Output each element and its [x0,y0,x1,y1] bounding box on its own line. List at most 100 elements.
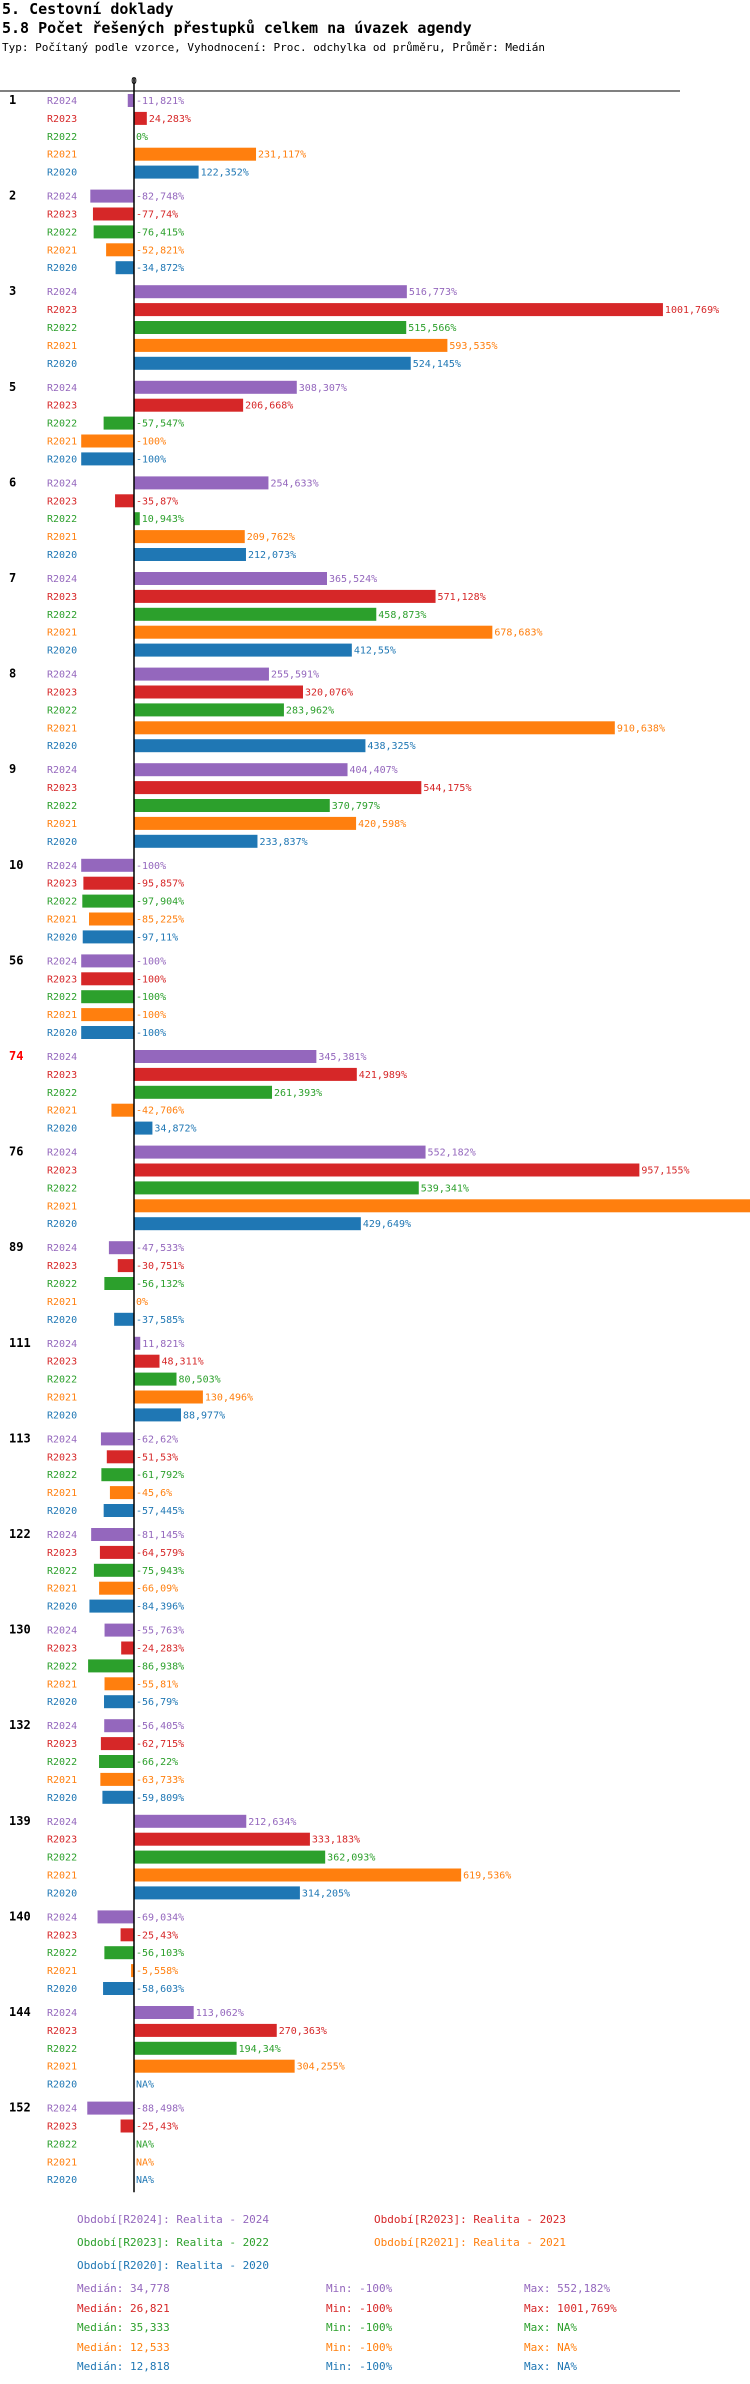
series-label: R2023 [47,1739,77,1750]
series-label: R2024 [47,287,77,298]
series-label: R2023 [47,1930,77,1941]
bar [134,1868,462,1882]
value-label: -97,11% [136,932,178,943]
bar [104,1623,134,1637]
bar [109,1486,134,1500]
value-label: 212,634% [248,1817,296,1828]
value-label: -57,445% [136,1506,184,1517]
value-label: -30,751% [136,1261,184,1272]
series-label: R2020 [47,1124,77,1135]
series-label: R2024 [47,1912,77,1923]
value-label: -66,09% [136,1584,178,1595]
series-label: R2020 [47,2175,77,2186]
series-label: R2021 [47,1297,77,1308]
bar [121,1641,134,1655]
value-label: 320,076% [305,688,353,699]
value-label: 212,073% [248,550,296,561]
group-label: 130 [9,1623,31,1637]
value-label: -56,132% [136,1279,184,1290]
bar [100,1772,134,1786]
series-label: R2020 [47,1793,77,1804]
bar [134,2006,194,2019]
series-label: R2022 [47,1661,77,1672]
value-label: 254,633% [270,478,318,489]
value-label: 619,536% [463,1871,511,1882]
value-label: -66,22% [136,1757,178,1768]
bar [101,1468,134,1482]
series-label: R2023 [47,2122,77,2133]
stat-max: Max: NA% [524,2360,577,2373]
bar [134,667,269,681]
value-label: 438,325% [367,741,415,752]
series-label: R2022 [47,227,77,238]
series-label: R2024 [47,2104,77,2115]
bar [134,476,269,490]
value-label: NA% [136,2175,154,2186]
bar [134,799,330,812]
bar [134,1067,357,1081]
value-label: 314,205% [302,1888,350,1899]
value-label: -45,6% [136,1488,172,1499]
bar [115,494,134,508]
value-label: -100% [136,1010,166,1021]
series-label: R2020 [47,550,77,561]
stat-min: Min: -100% [326,2301,393,2315]
group-label: 8 [9,667,16,681]
value-label: -61,792% [136,1470,184,1481]
value-label: NA% [136,2139,154,2150]
series-label: R2021 [47,628,77,639]
group-label: 56 [9,953,23,967]
value-label: 11,821% [142,1339,184,1350]
bar [134,1199,750,1213]
value-label: 231,117% [258,150,306,161]
bar [134,1163,640,1177]
value-label: 113,062% [196,2008,244,2019]
legend-item: Období[R2023]: Realita - 2023 [374,2213,567,2226]
bar [134,1354,160,1368]
value-label: -100% [136,1028,166,1039]
value-label: 362,093% [327,1853,375,1864]
value-label: -95,857% [136,879,184,890]
series-label: R2024 [47,765,77,776]
series-label: R2023 [47,1835,77,1846]
series-label: R2022 [47,323,77,334]
value-label: 524,145% [413,359,461,370]
value-label: 206,668% [245,401,293,412]
bar [134,685,304,699]
value-label: 345,381% [318,1052,366,1063]
series-label: R2022 [47,2044,77,2055]
bar [134,1408,181,1422]
bar [88,1659,134,1673]
bar [134,607,377,621]
legend-item: Období[R2020]: Realita - 2020 [77,2259,270,2272]
bar [134,2059,295,2073]
bar [134,1832,310,1846]
value-label: -59,809% [136,1793,184,1804]
value-label: 420,598% [358,819,406,830]
bar [134,1372,177,1386]
bar [134,380,297,394]
stat-median: Medián: 35,333 [77,2321,170,2334]
series-label: R2023 [47,1166,77,1177]
stat-min: Min: -100% [326,2282,393,2295]
series-label: R2021 [47,2157,77,2168]
bar [134,781,422,795]
bar [93,225,134,239]
value-label: -100% [136,861,166,872]
value-label: -100% [136,974,166,985]
value-label: -97,904% [136,897,184,908]
bar [134,2023,277,2037]
bar [134,165,199,179]
bar [89,1599,134,1613]
series-label: R2024 [47,1626,77,1637]
bar [134,321,407,334]
bar [134,548,246,561]
value-label: -88,498% [136,2104,184,2115]
group-label: 144 [9,2005,31,2019]
series-label: R2020 [47,932,77,943]
value-label: 34,872% [154,1124,196,1135]
series-label: R2020 [47,359,77,370]
group-label: 122 [9,1527,31,1541]
series-label: R2022 [47,1470,77,1481]
series-label: R2022 [47,1853,77,1864]
